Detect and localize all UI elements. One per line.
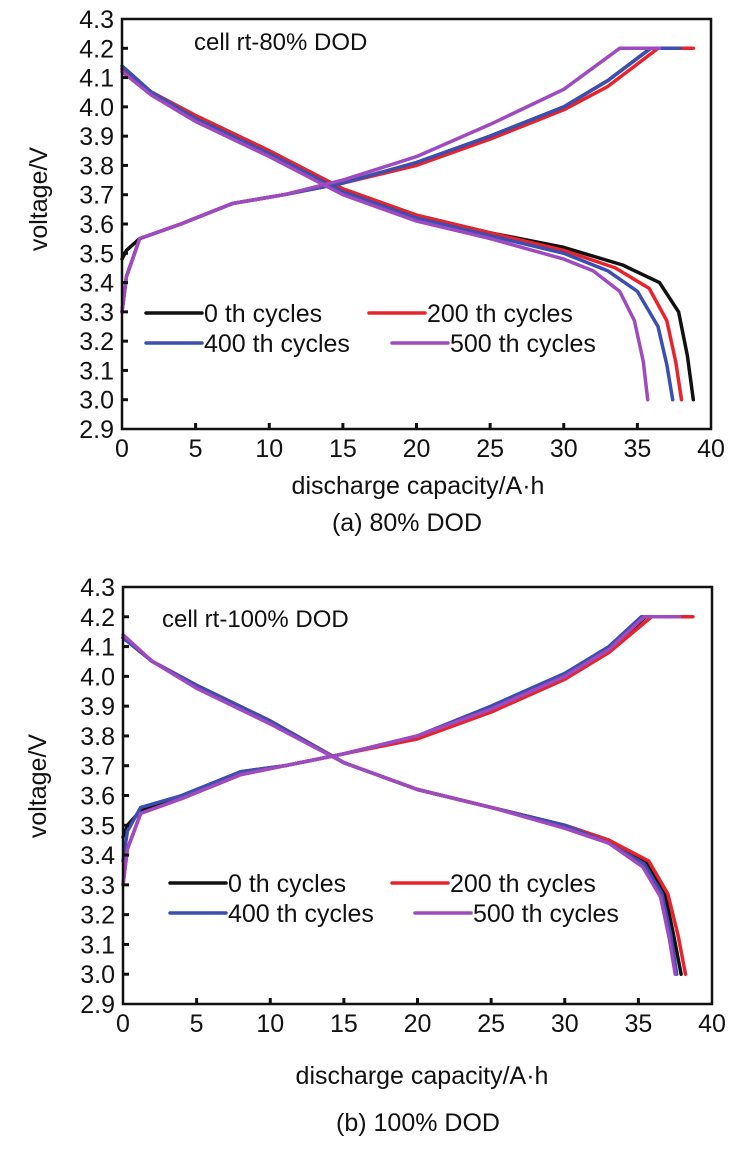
y-tick-label: 4.3 [79,6,114,34]
x-tick-label: 40 [698,1010,726,1038]
y-tick-label: 3.6 [79,211,114,239]
legend-item-0-th-cycles: 0 th cycles [144,300,322,328]
series-200-th-cycles-discharge-line [120,67,684,402]
x-tick-label: 0 [116,1010,130,1038]
x-tick-label: 25 [476,435,504,463]
y-tick-label: 3.3 [80,872,115,900]
y-tick-label: 3.1 [80,931,115,959]
annotation-a: cell rt-80% DOD [194,29,367,56]
series-500-th-cycles-charge-line [121,615,682,887]
y-tick-label: 3.5 [79,240,114,268]
x-tick-label: 35 [623,435,651,463]
y-tick-label: 4.1 [80,634,115,662]
legend-label: 400 th cycles [228,900,374,928]
y-tick-label: 4.0 [79,94,114,122]
caption-a: (a) 80% DOD [332,509,482,537]
x-tick-label: 10 [255,435,283,463]
y-tick-label: 3.0 [80,961,115,989]
y-tick-label: 3.8 [80,723,115,751]
y-axis-title-b: voltage/V [24,734,52,839]
y-tick-label: 3.7 [79,182,114,210]
legend-b: 0 th cycles 200 th cycles 400 th cycles 500… [168,870,619,928]
y-tick-label: 3.9 [80,693,115,721]
y-tick-label: 3.4 [80,842,115,870]
legend-label: 200 th cycles [450,870,596,898]
plot-frame-a [120,17,713,431]
legend-item-500-th-cycles: 500 th cycles [413,900,619,928]
y-tick-label: 3.6 [80,783,115,811]
curves-a [120,46,696,402]
x-tick-label: 30 [551,1010,579,1038]
y-tick-label: 4.0 [80,663,115,691]
x-tick-label: 20 [404,1010,432,1038]
ticks-b: 0 5 10 15 20 25 30 35 40 2.93.03.13.23.33.43.53.6… [80,574,726,1038]
y-tick-label: 3.0 [79,387,114,415]
legend-label: 500 th cycles [450,330,596,358]
legend-label: 400 th cycles [204,330,350,358]
y-tick-label: 3.9 [79,123,114,151]
series-200-th-cycles-charge-line [121,615,695,887]
legend-item-200-th-cycles: 200 th cycles [390,870,596,898]
series-500-th-cycles-charge-line [120,46,662,314]
legend-label: 0 th cycles [228,870,346,898]
legend-label: 500 th cycles [473,900,619,928]
x-tick-label: 25 [477,1010,505,1038]
y-axis-title-a: voltage/V [25,147,53,252]
x-tick-label: 20 [403,435,431,463]
caption-b: (b) 100% DOD [336,1109,500,1137]
legend-a: 0 th cycles 200 th cycles 400 th cycles 500… [144,300,596,358]
series-0-th-cycles-charge-line [120,46,682,261]
y-tick-label: 3.5 [80,812,115,840]
y-tick-label: 3.2 [79,328,114,356]
x-tick-label: 30 [550,435,578,463]
y-tick-label: 4.2 [79,35,114,63]
chart-panel-b: 0 5 10 15 20 25 30 35 40 2.93.03.13.23.33.43.53.6… [24,574,726,1137]
legend-item-500-th-cycles: 500 th cycles [390,330,596,358]
annotation-b: cell rt-100% DOD [162,606,349,633]
y-tick-label: 3.7 [80,753,115,781]
y-tick-label: 4.3 [80,574,115,602]
y-tick-label: 3.3 [79,299,114,327]
y-tick-label: 4.1 [79,65,114,93]
legend-item-200-th-cycles: 200 th cycles [367,300,573,328]
x-tick-label: 15 [330,1010,358,1038]
y-tick-label: 3.8 [79,152,114,180]
x-tick-label: 15 [329,435,357,463]
x-tick-label: 5 [189,435,203,463]
y-tick-label: 3.1 [79,357,114,385]
legend-label: 200 th cycles [427,300,573,328]
y-tick-label: 2.9 [80,991,115,1019]
x-axis-title-a: discharge capacity/A·h [292,472,545,500]
series-400-th-cycles-discharge-line [120,64,675,402]
x-tick-label: 40 [697,435,725,463]
x-tick-label: 5 [190,1010,204,1038]
y-tick-label: 3.4 [79,270,114,298]
series-500-th-cycles-discharge-line [121,632,677,976]
y-tick-label: 2.9 [79,416,114,444]
y-tick-label: 4.2 [80,604,115,632]
x-axis-title-b: discharge capacity/A·h [296,1062,549,1090]
series-500-th-cycles-discharge-line [120,69,650,402]
legend-item-400-th-cycles: 400 th cycles [168,900,374,928]
ticks-a: 0 5 10 15 20 25 30 35 40 2.93.03.13.23.33.43.53.6… [79,6,725,463]
curves-b [121,615,695,976]
legend-label: 0 th cycles [204,300,322,328]
y-tick-label: 3.2 [80,902,115,930]
x-tick-label: 10 [256,1010,284,1038]
legend-item-400-th-cycles: 400 th cycles [144,330,350,358]
legend-item-0-th-cycles: 0 th cycles [168,870,346,898]
x-tick-label: 35 [624,1010,652,1038]
chart-panel-a: 0 5 10 15 20 25 30 35 40 2.93.03.13.23.33.43.53.6… [25,6,725,537]
x-tick-label: 0 [115,435,129,463]
plot-frame-b [121,585,714,1006]
